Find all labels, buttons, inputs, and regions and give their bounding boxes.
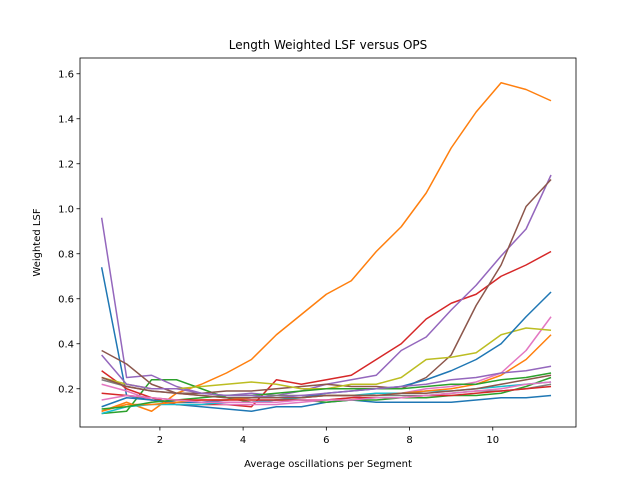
series-line-3 <box>101 376 552 415</box>
x-tick-label: 6 <box>323 435 329 446</box>
axis-ticks: 2 4 6 8 10 0.2 0.4 0.6 0.8 1.0 1.2 1.4 1.6 <box>58 69 499 446</box>
series-line-16 <box>101 374 552 399</box>
series-line-11 <box>101 291 552 408</box>
axes-frame <box>79 57 577 428</box>
x-tick-label: 4 <box>240 435 246 446</box>
y-tick-label: 1.4 <box>58 114 74 125</box>
x-tick-label: 10 <box>486 435 499 446</box>
series-lines <box>100 82 552 415</box>
series-line-6 <box>101 178 552 394</box>
series-line-5 <box>100 174 552 397</box>
chart-title: Length Weighted LSF versus OPS <box>229 38 428 52</box>
y-tick-label: 1.0 <box>58 204 74 215</box>
y-tick-label: 0.6 <box>58 294 74 305</box>
series-line-17 <box>101 381 552 403</box>
y-tick-label: 0.2 <box>58 384 74 395</box>
series-line-15 <box>101 354 552 399</box>
y-axis-label: Weighted LSF <box>32 208 43 276</box>
y-tick-label: 1.6 <box>58 69 74 80</box>
series-line-2 <box>101 82 552 412</box>
x-tick-label: 2 <box>157 435 163 446</box>
y-tick-label: 0.8 <box>58 249 74 260</box>
y-tick-label: 1.2 <box>58 159 74 170</box>
x-axis-label: Average oscillations per Segment <box>244 459 412 470</box>
x-tick-label: 8 <box>406 435 412 446</box>
y-tick-label: 0.4 <box>58 339 74 350</box>
